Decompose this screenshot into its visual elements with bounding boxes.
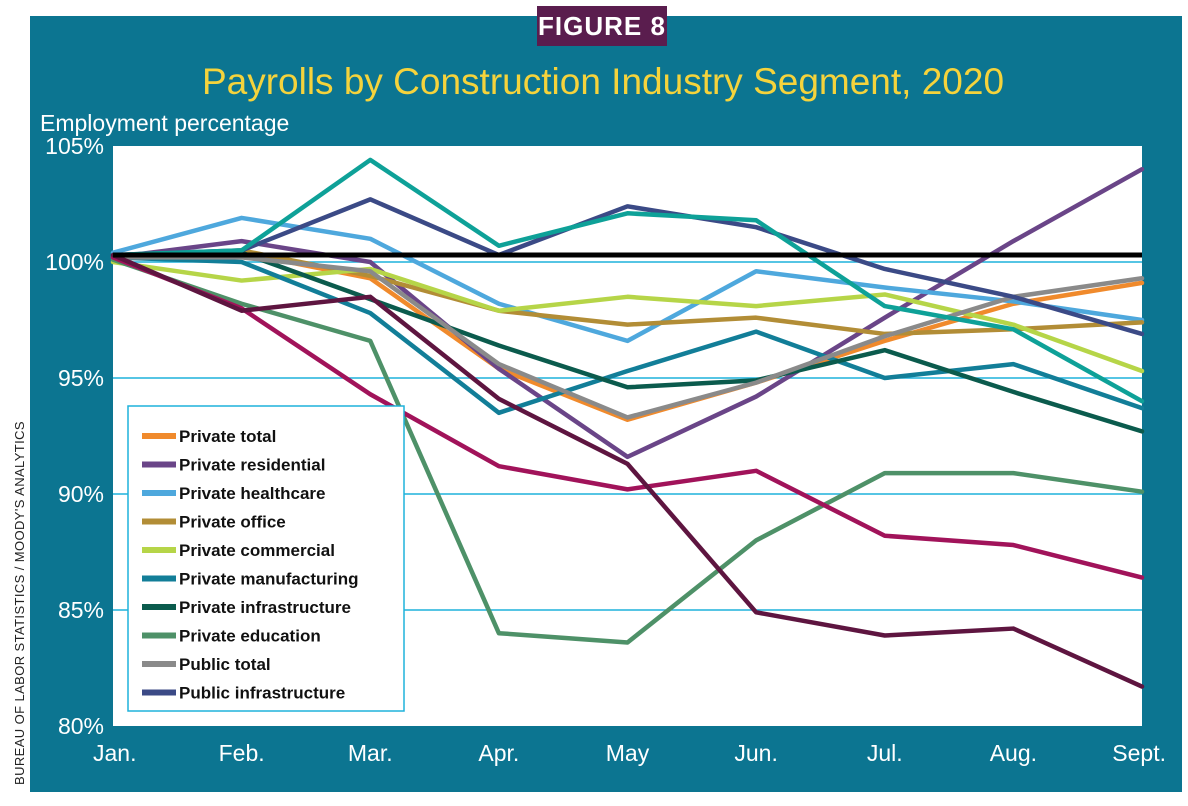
legend-label: Public infrastructure bbox=[179, 684, 345, 703]
y-tick-label: 80% bbox=[58, 713, 104, 739]
y-tick-label: 85% bbox=[58, 597, 104, 623]
series-line-private-healthcare bbox=[110, 215, 1145, 344]
legend-label: Private office bbox=[179, 513, 286, 532]
x-tick-label: Sept. bbox=[1112, 740, 1166, 766]
legend bbox=[127, 405, 405, 712]
x-tick-label: Apr. bbox=[478, 740, 519, 766]
x-tick-label: Feb. bbox=[219, 740, 265, 766]
legend-label: Private commercial bbox=[179, 541, 335, 560]
y-tick-label: 95% bbox=[58, 365, 104, 391]
series-line-crimson-series-unlabeled bbox=[110, 255, 1145, 580]
series-line-private-residential bbox=[110, 166, 1145, 460]
y-tick-label: 105% bbox=[45, 133, 104, 159]
legend-label: Public total bbox=[179, 655, 271, 674]
x-tick-label: May bbox=[606, 740, 650, 766]
y-axis-label: Employment percentage bbox=[40, 110, 289, 136]
legend-label: Private healthcare bbox=[179, 484, 325, 503]
series-line-private-infrastructure bbox=[110, 250, 1145, 434]
figure-label: FIGURE 8 bbox=[537, 6, 667, 46]
x-tick-label: Jan. bbox=[93, 740, 136, 766]
series-line-private-office bbox=[110, 248, 1145, 337]
chart-title: Payrolls by Construction Industry Segmen… bbox=[202, 61, 1004, 102]
x-tick-label: Jul. bbox=[867, 740, 903, 766]
legend-label: Private manufacturing bbox=[179, 570, 359, 589]
series-line-dark-plum-series-unlabeled bbox=[110, 252, 1145, 689]
series-line-teal-series-unlabeled bbox=[110, 157, 1145, 404]
x-tick-label: Mar. bbox=[348, 740, 393, 766]
series-line-private-manufacturing bbox=[110, 255, 1145, 416]
x-tick-label: Aug. bbox=[990, 740, 1037, 766]
legend-label: Private residential bbox=[179, 456, 325, 475]
legend-label: Private infrastructure bbox=[179, 598, 351, 617]
series-line-private-education bbox=[110, 257, 1145, 645]
series-line-public-infrastructure bbox=[110, 197, 1145, 337]
y-tick-label: 100% bbox=[45, 249, 104, 275]
y-tick-label: 90% bbox=[58, 481, 104, 507]
legend-label: Private total bbox=[179, 427, 276, 446]
x-tick-label: Jun. bbox=[734, 740, 777, 766]
series-line-public-total bbox=[110, 255, 1145, 420]
legend-label: Private education bbox=[179, 627, 321, 646]
